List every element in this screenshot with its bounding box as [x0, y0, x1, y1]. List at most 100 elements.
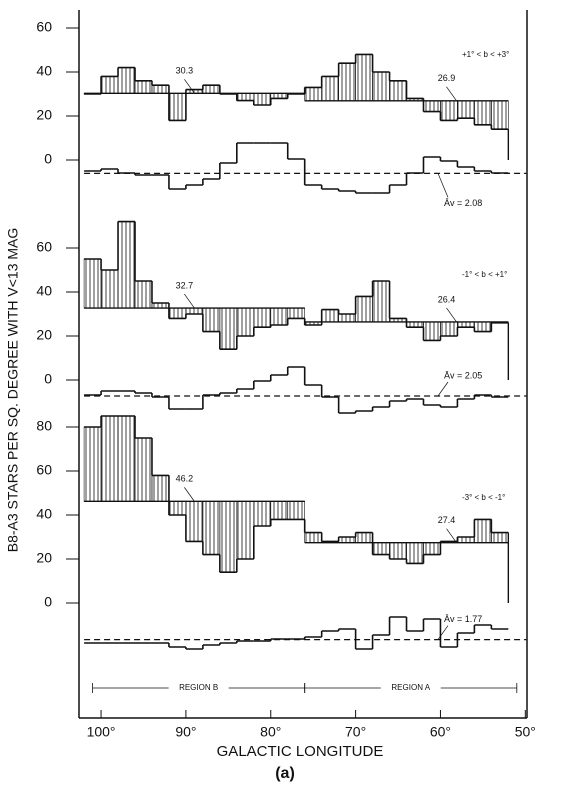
bar	[168, 501, 187, 516]
mean-label: 46.2	[176, 474, 194, 484]
bar	[389, 542, 407, 560]
extinction-leader	[437, 625, 449, 640]
bar	[338, 313, 356, 323]
bar	[202, 307, 221, 332]
panel-label: +1° < b < +3°	[462, 50, 509, 59]
y-tick-label: 60	[36, 19, 52, 35]
mean-label: 30.3	[176, 66, 194, 76]
mean-leader	[184, 293, 195, 309]
extinction-label: Āv = 1.77	[444, 614, 482, 624]
bar	[440, 100, 458, 121]
bar	[236, 501, 255, 560]
y-tick-label: 40	[36, 506, 52, 522]
mean-leader	[446, 307, 457, 323]
extinction-leader	[437, 173, 449, 198]
y-tick-label: 60	[36, 239, 52, 255]
panel-label: -3° < b < -1°	[462, 493, 505, 502]
bar	[100, 415, 119, 502]
mean-leader	[446, 528, 457, 543]
bar	[372, 71, 390, 102]
bar	[270, 501, 289, 520]
bar	[134, 437, 153, 502]
bar	[185, 307, 204, 315]
x-tick-label: 90°	[175, 724, 196, 740]
bar	[457, 536, 475, 544]
bar	[423, 100, 441, 112]
y-tick-label: 0	[44, 371, 52, 387]
x-tick-label: 50°	[515, 724, 536, 740]
bar	[253, 93, 272, 106]
bar	[253, 501, 272, 527]
bar	[321, 309, 339, 323]
bar	[321, 76, 339, 102]
x-tick-label: 70°	[345, 724, 366, 740]
region-label-bg	[380, 682, 441, 694]
panel-label: -1° < b < +1°	[462, 270, 507, 279]
mean-label: 27.4	[438, 515, 456, 525]
bar	[355, 54, 373, 102]
bar	[423, 321, 441, 341]
bar	[202, 84, 221, 94]
y-tick-label: 20	[36, 327, 52, 343]
region-label: REGION B	[179, 683, 218, 692]
bar	[151, 475, 170, 502]
x-tick-label: 100°	[87, 724, 116, 740]
region-label: REGION A	[391, 683, 430, 692]
bar	[134, 80, 153, 94]
bar	[304, 532, 322, 544]
bar	[355, 532, 373, 544]
mean-leader	[446, 86, 457, 102]
bar	[168, 93, 187, 121]
mean-leader	[184, 79, 195, 94]
bar	[287, 501, 305, 520]
bar	[474, 519, 492, 544]
x-tick-label: 80°	[260, 724, 281, 740]
bar	[423, 542, 441, 555]
bar	[338, 536, 356, 544]
bar	[151, 84, 170, 94]
bar	[202, 501, 221, 555]
y-tick-label: 0	[44, 151, 52, 167]
bar	[287, 307, 305, 319]
extinction-label: Āv = 2.08	[444, 198, 482, 208]
bar	[491, 532, 509, 544]
bar	[270, 307, 289, 326]
bar	[304, 87, 322, 102]
bar	[219, 307, 238, 350]
y-tick-label: 20	[36, 550, 52, 566]
y-tick-label: 80	[36, 418, 52, 434]
bar	[236, 93, 255, 101]
region-label-bg	[168, 682, 229, 694]
bar	[117, 67, 136, 94]
bar	[338, 62, 356, 102]
bar	[236, 307, 255, 337]
bar	[83, 426, 102, 502]
bar	[355, 296, 373, 323]
bar	[457, 100, 475, 119]
mean-label: 26.4	[438, 294, 456, 304]
bar	[185, 501, 204, 542]
bar	[440, 321, 458, 337]
y-tick-label: 20	[36, 107, 52, 123]
x-tick-label: 60°	[430, 724, 451, 740]
bar	[134, 280, 153, 309]
bar	[100, 76, 119, 94]
y-tick-label: 60	[36, 462, 52, 478]
y-tick-label: 40	[36, 283, 52, 299]
extinction-label: Āv = 2.05	[444, 370, 482, 380]
y-tick-label: 40	[36, 63, 52, 79]
bar	[474, 100, 492, 126]
bar	[219, 501, 238, 573]
bar	[253, 307, 272, 328]
extinction-leader	[437, 381, 449, 397]
bar	[491, 100, 509, 130]
caption: (a)	[275, 765, 295, 782]
mean-label: 32.7	[176, 280, 194, 290]
bar	[83, 258, 102, 309]
y-axis-label: B8-A3 STARS PER SQ. DEGREE WITH V<13 MAG	[5, 228, 21, 553]
bar	[372, 542, 390, 555]
bar	[389, 80, 407, 102]
bar	[372, 280, 390, 323]
x-axis-label: GALACTIC LONGITUDE	[217, 743, 384, 760]
